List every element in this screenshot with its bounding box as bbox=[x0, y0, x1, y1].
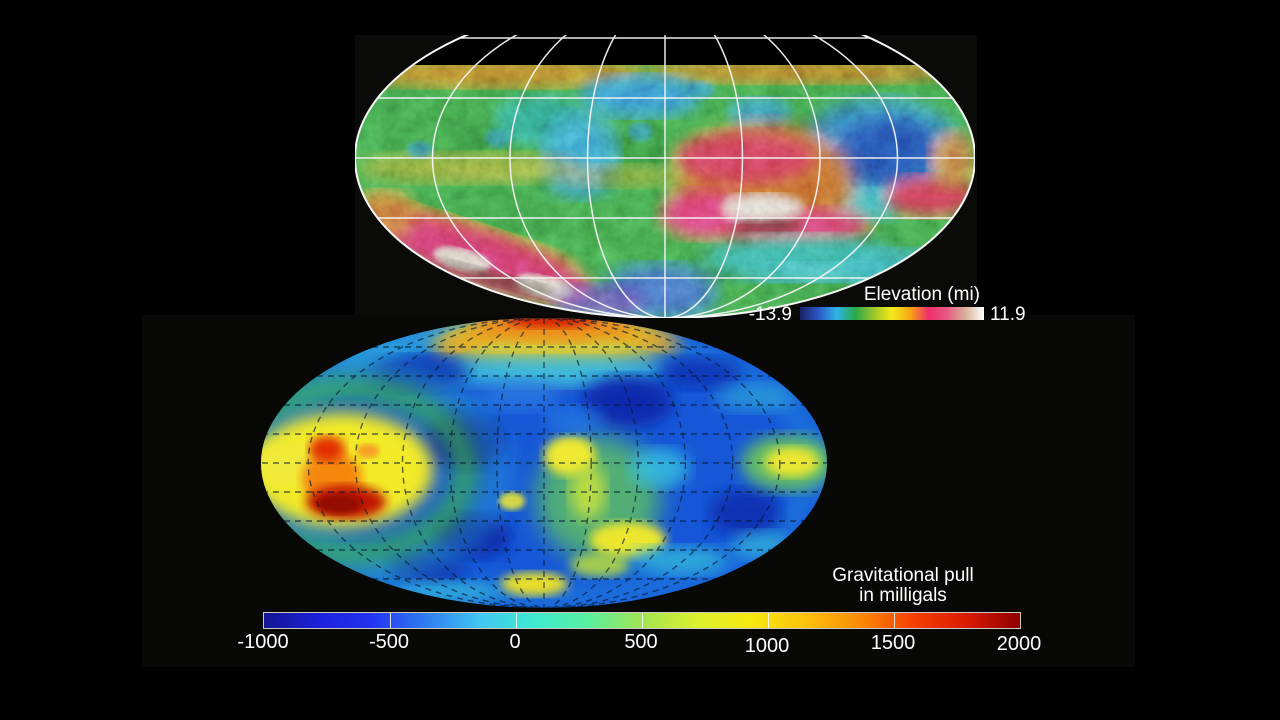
gravity-tick-label: 500 bbox=[624, 631, 658, 653]
elevation-map bbox=[355, 35, 975, 318]
gravity-tick-label: 2000 bbox=[996, 633, 1042, 655]
gravity-colorbar-separator bbox=[390, 613, 391, 628]
gravity-colorbar-separator bbox=[642, 613, 643, 628]
gravity-colorbar bbox=[263, 612, 1021, 629]
gravity-map bbox=[261, 318, 827, 608]
gravity-colorbar-separator bbox=[894, 613, 895, 628]
gravity-colorbar-separator bbox=[768, 613, 769, 628]
gravity-colorbar-title-line2: in milligals bbox=[859, 585, 947, 606]
gravity-map-body bbox=[261, 318, 827, 608]
gravity-colorbar-title: Gravitational pull in milligals bbox=[795, 566, 1011, 606]
elevation-colorbar-title: Elevation (mi) bbox=[863, 284, 980, 305]
gravity-colorbar-separator bbox=[516, 613, 517, 628]
elevation-map-body bbox=[355, 35, 975, 318]
elevation-colorbar-min-label: -13.9 bbox=[748, 304, 792, 325]
gravity-map-graticule bbox=[262, 318, 827, 608]
gravity-tick-label: 0 bbox=[509, 631, 521, 653]
gravity-tick-label: 1000 bbox=[744, 635, 790, 657]
gravity-tick-label: -1000 bbox=[237, 631, 289, 653]
elevation-colorbar bbox=[800, 307, 984, 320]
gravity-tick-label: 1500 bbox=[870, 632, 916, 654]
gravity-colorbar-title-line1: Gravitational pull bbox=[832, 565, 974, 586]
gravity-tick-label: -500 bbox=[368, 631, 410, 653]
elevation-colorbar-max-label: 11.9 bbox=[990, 304, 1026, 325]
